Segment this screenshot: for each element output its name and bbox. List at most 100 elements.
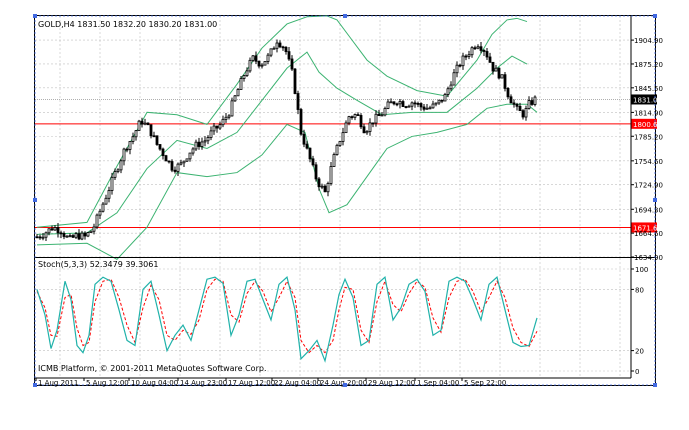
candle-body [254,55,258,62]
selection-handle[interactable] [343,383,347,387]
candle-body [41,236,45,239]
candle-body [242,75,246,79]
candle-body [281,46,285,49]
candle-body [200,141,204,147]
candle-body [368,122,372,132]
candle-body [230,100,234,117]
copyright-text: ICMB Platform, © 2001-2011 MetaQuotes So… [38,364,267,373]
candle-body [245,70,249,76]
candle-body [431,103,435,109]
candle-body [497,67,501,79]
candle-body [257,60,261,67]
candle-body [416,103,420,105]
stochastic-pane[interactable]: 100 80 20 0 Stoch(5,3,3) 52.3479 39.3061 IC… [35,258,648,378]
candle-body [473,47,477,50]
candle-body [89,230,93,233]
candle-body [500,74,504,79]
stochastic-grid [35,258,631,378]
indicator-info: Stoch(5,3,3) 52.3479 39.3061 [38,260,158,269]
candle-body [404,106,408,108]
candle-body [128,141,132,150]
candle-body [62,233,66,237]
stoch-axis-label: 20 [635,348,644,356]
time-axis-label: 14 Aug 23:00 [180,379,227,387]
candle-body [338,141,342,146]
candle-body [452,72,456,86]
time-axis-label: 5 Aug 12:00 [86,379,129,387]
candle-body [386,101,390,109]
current-price-tag [631,94,657,105]
candle-body [119,160,123,171]
candle-body [428,107,432,110]
candle-body [470,47,474,56]
candle-body [197,141,201,147]
candle-body [239,78,243,90]
candle-body [131,136,135,142]
candle-body [347,116,351,124]
candle-body [323,185,327,193]
candle-body [98,210,102,216]
candle-body [533,96,537,105]
candle-body [167,160,171,163]
candle-body [38,236,42,239]
candle-body [398,101,402,105]
price-pane[interactable]: 1800.68 1671.68 1831.00 1904.90 1875.20 1845… [35,15,663,378]
candle-body [440,99,444,102]
candle-body [311,158,315,166]
candle-body [191,148,195,154]
candle-body [326,183,330,193]
candle-body [122,148,126,162]
candle-body [320,185,324,188]
candle-body [290,58,294,70]
candle-body [50,228,54,231]
candle-body [407,105,411,108]
candle-body [272,47,276,50]
candle-body [527,100,531,109]
time-axis-label: 10 Aug 04:00 [131,379,178,387]
candle-body [488,56,492,63]
candle-body [350,116,354,119]
candle-body [56,227,60,234]
time-axis-label: 29 Aug 12:00 [368,379,415,387]
candle-body [152,135,156,138]
candle-body [503,74,507,89]
candle-body [296,93,300,110]
candle-body [356,114,360,116]
candle-body [374,113,378,124]
candle-body [224,116,228,120]
candle-body [308,147,312,160]
candle-body [212,125,216,132]
candle-body [293,68,297,94]
candle-body [443,94,447,102]
level-tag [631,118,657,129]
candle-body [380,114,384,117]
time-axis-label: 17 Aug 12:00 [228,379,275,387]
candle-body [458,64,462,67]
candle-body [137,120,141,132]
candle-body [164,155,168,162]
candle-body [179,162,183,165]
candle-body [155,135,159,145]
candle-body [434,102,438,105]
selection-markers[interactable] [33,14,657,387]
candle-body [467,54,471,57]
price-axis-label: 1785.20 [634,133,663,141]
candle-body [227,115,231,118]
candle-body [80,232,84,240]
candle-body [251,55,255,61]
candle-body [101,203,105,212]
candle-body [185,158,189,162]
selection-handle[interactable] [33,198,37,202]
candle-body [491,61,495,72]
candle-body [83,232,87,237]
candle-body [287,51,291,60]
candle-body [395,103,399,106]
candle-body [53,227,57,231]
candle-body [305,143,309,149]
candle-body [125,148,129,151]
candle-body [278,42,282,48]
candle-body [359,115,363,128]
candle-body [236,89,240,97]
price-axis-label: 1724.90 [634,182,663,190]
